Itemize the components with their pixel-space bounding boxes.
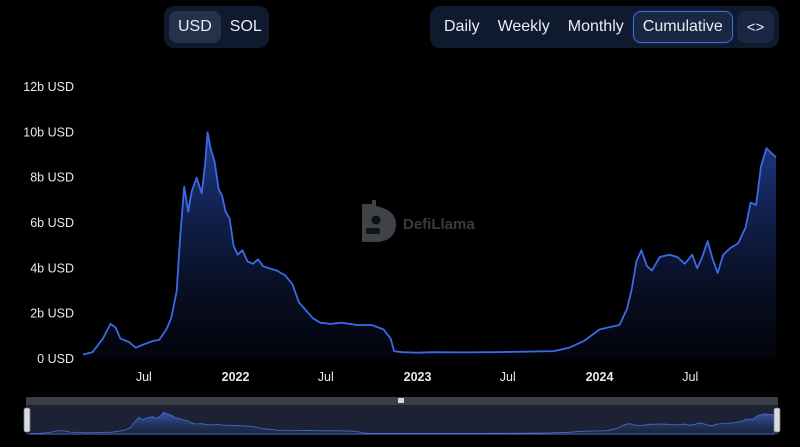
period-toggle: Daily Weekly Monthly Cumulative <>	[430, 6, 779, 48]
y-tick-label: 12b USD	[23, 80, 74, 94]
y-tick-label: 8b USD	[30, 171, 74, 185]
slider-right-handle[interactable]	[773, 407, 781, 433]
cumulative-button[interactable]: Cumulative	[632, 11, 733, 43]
x-tick-label: 2023	[404, 370, 432, 384]
watermark: DefiLlama	[362, 200, 475, 242]
currency-toggle: USD SOL	[164, 6, 269, 48]
area-fill	[83, 132, 776, 359]
slider-left-handle[interactable]	[23, 407, 31, 433]
series-line	[82, 131, 777, 356]
x-tick-label: Jul	[500, 370, 516, 384]
x-tick-label: 2024	[586, 370, 614, 384]
embed-code-button[interactable]: <>	[736, 11, 775, 43]
mini-area	[29, 411, 775, 435]
monthly-button[interactable]: Monthly	[567, 18, 624, 35]
daily-button[interactable]: Daily	[444, 18, 480, 35]
slider-grip-icon	[398, 398, 404, 403]
x-tick-label: Jul	[136, 370, 152, 384]
x-axis: Jul 2022 Jul 2023 Jul 2024 Jul	[136, 370, 698, 384]
y-tick-label: 10b USD	[23, 125, 74, 139]
watermark-text: DefiLlama	[403, 216, 475, 233]
weekly-button[interactable]: Weekly	[497, 18, 550, 35]
x-tick-label: Jul	[318, 370, 334, 384]
y-tick-label: 6b USD	[30, 216, 74, 230]
y-axis: 0 USD 2b USD 4b USD 6b USD 8b USD 10b USD 12b …	[23, 80, 74, 366]
usd-button[interactable]: USD	[169, 11, 221, 43]
llama-logo-icon	[362, 200, 396, 242]
range-slider[interactable]	[23, 397, 781, 435]
sol-button[interactable]: SOL	[229, 18, 262, 35]
x-tick-label: 2022	[222, 370, 250, 384]
y-tick-label: 0 USD	[37, 352, 74, 366]
y-tick-label: 4b USD	[30, 261, 74, 275]
y-tick-label: 2b USD	[30, 307, 74, 321]
x-tick-label: Jul	[682, 370, 698, 384]
